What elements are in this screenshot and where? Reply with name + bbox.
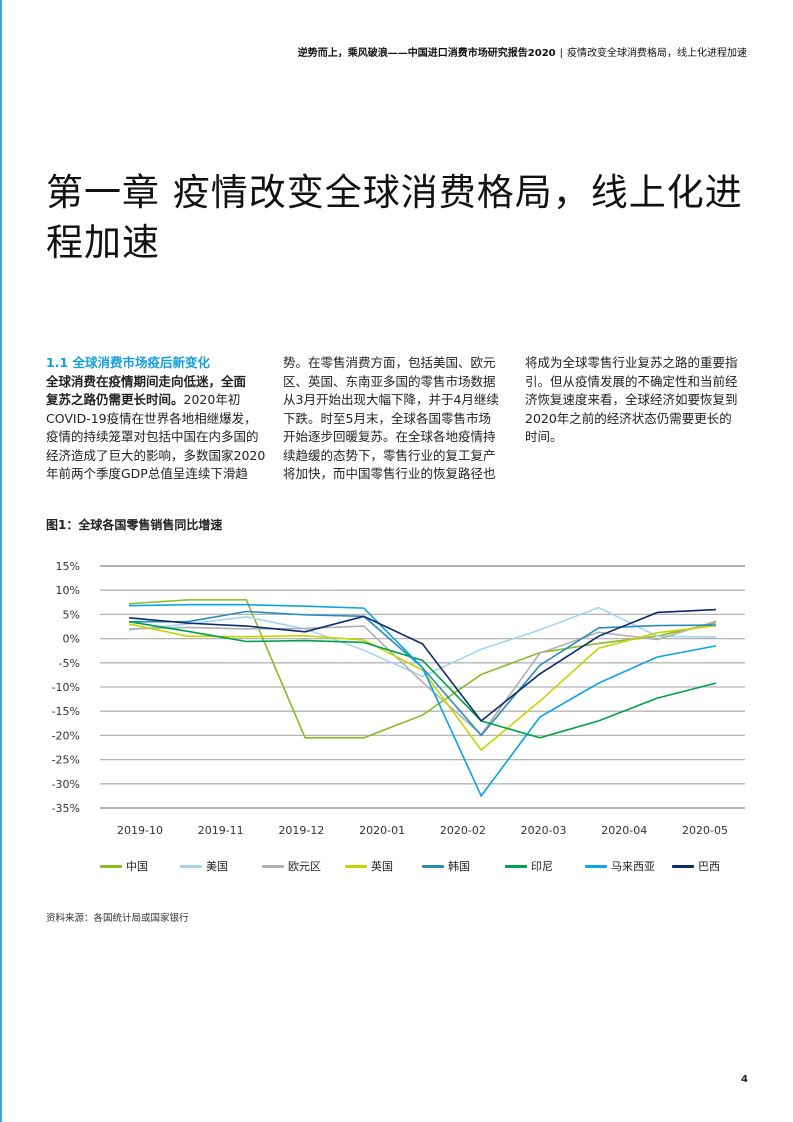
bold-lead-line-1: 全球消费在疫情期间走向低迷，全面 [46, 373, 247, 389]
x-tick-label: 2020-02 [440, 824, 486, 837]
y-tick-label: 0% [63, 633, 80, 646]
body-line: 续趋缓的态势下，零售行业的复工复产 [283, 447, 496, 463]
series-line-印尼 [128, 620, 717, 739]
y-tick-label: 15% [56, 560, 80, 573]
legend-label: 美国 [206, 860, 228, 873]
y-tick-label: 10% [56, 584, 80, 597]
legend-item: 韩国 [422, 858, 470, 874]
legend-label: 韩国 [448, 860, 470, 873]
body-line: 下跌。时至5月末，全球各国零售市场 [283, 410, 491, 426]
y-tick-label: -5% [59, 657, 80, 670]
y-tick-label: -15% [52, 705, 80, 718]
x-tick-label: 2020-01 [359, 824, 405, 837]
body-line: 从3月开始出现大幅下降，并于4月继续 [283, 392, 499, 407]
chart-legend: 中国 美国 欧元区 英国 韩国 印尼 马来西亚 巴西 [0, 858, 793, 878]
mixed-line: 复苏之路仍需更长时间。2020年初 [46, 391, 266, 410]
text-column-3: 将成为全球零售行业复苏之路的重要指 引。但从疫情发展的不确定性和当前经 济恢复速… [525, 354, 747, 447]
body-line: 将加快，而中国零售行业的恢复路径也 [283, 466, 496, 481]
legend-swatch [345, 864, 367, 868]
legend-item: 马来西亚 [585, 858, 655, 874]
legend-label: 中国 [126, 860, 148, 873]
body-line: 2020年之前的经济状态仍需要更长的 [525, 410, 732, 426]
legend-label: 英国 [371, 860, 393, 873]
bold-lead-line-2: 复苏之路仍需更长时间。 [46, 392, 184, 407]
body-line: 济恢复速度来看，全球经济如要恢复到 [525, 392, 738, 407]
report-title: 逆势而上，乘风破浪——中国进口消费市场研究报告2020 [297, 48, 556, 59]
x-tick-label: 2019-10 [117, 824, 163, 837]
body-line: 年前两个季度GDP总值呈连续下滑趋 [46, 466, 248, 481]
retail-sales-line-chart: 15% 10% 5% 0% -5% -10% -15% -20% -25% -30% -35% 201… [52, 560, 745, 837]
series-line-美国 [128, 606, 717, 678]
y-tick-label: 5% [63, 608, 80, 621]
line-rest: 2020年初 [183, 392, 241, 407]
figure-title: 图1：全球各国零售销售同比增速 [46, 518, 223, 532]
section-heading: 1.1 全球消费市场疫后新变化 [46, 355, 210, 370]
legend-swatch [672, 864, 694, 868]
x-tick-label: 2019-11 [198, 824, 244, 837]
text-column-2: 势。在零售消费方面，包括美国、欧元 区、英国、东南亚多国的零售市场数据 从3月开… [283, 354, 505, 484]
legend-item: 欧元区 [262, 858, 321, 874]
text-column-1: 1.1 全球消费市场疫后新变化 全球消费在疫情期间走向低迷，全面 复苏之路仍需更… [46, 354, 266, 484]
left-accent-bar [0, 0, 2, 1122]
series-line-欧元区 [128, 620, 717, 736]
legend-label: 印尼 [531, 860, 553, 873]
legend-swatch [100, 864, 122, 868]
body-line: 将成为全球零售行业复苏之路的重要指 [525, 355, 738, 370]
y-tick-label: -10% [52, 681, 80, 694]
running-header: 逆势而上，乘风破浪——中国进口消费市场研究报告2020 | 疫情改变全球消费格局，线… [298, 44, 747, 59]
page-number: 4 [741, 1074, 748, 1085]
y-tick-label: -35% [52, 802, 80, 815]
legend-item: 巴西 [672, 858, 720, 874]
series-line-英国 [128, 623, 717, 752]
body-line: 经济造成了巨大的影响，多数国家2020 [46, 447, 266, 463]
legend-item: 英国 [345, 858, 393, 874]
legend-label: 巴西 [698, 860, 720, 873]
series-line-巴西 [128, 608, 717, 723]
series-line-马来西亚 [128, 603, 717, 798]
legend-swatch [505, 864, 527, 868]
legend-item: 中国 [100, 858, 148, 874]
body-line: 区、英国、东南亚多国的零售市场数据 [283, 373, 496, 389]
legend-label: 欧元区 [288, 860, 321, 873]
legend-swatch [585, 864, 607, 868]
y-tick-label: -30% [52, 778, 80, 791]
legend-label: 马来西亚 [611, 860, 655, 873]
body-line: 时间。 [525, 429, 563, 444]
y-tick-label: -20% [52, 729, 80, 742]
chapter-title: 第一章 疫情改变全球消费格局，线上化进程加速 [46, 171, 743, 264]
legend-item: 美国 [180, 858, 228, 874]
x-tick-label: 2020-04 [601, 824, 647, 837]
body-line: 开始逐步回暖复苏。在全球各地疫情持 [283, 429, 496, 444]
x-tick-label: 2020-05 [682, 824, 728, 837]
legend-swatch [262, 864, 284, 868]
body-line: COVID-19疫情在世界各地相继爆发， [46, 410, 257, 426]
legend-swatch [180, 864, 202, 868]
legend-item: 印尼 [505, 858, 553, 874]
body-line: 疫情的持续笼罩对包括中国在内多国的 [46, 429, 259, 444]
x-tick-label: 2019-12 [278, 824, 324, 837]
body-line: 势。在零售消费方面，包括美国、欧元 [283, 355, 496, 370]
header-separator: | [559, 48, 563, 59]
y-tick-label: -25% [52, 754, 80, 767]
x-tick-label: 2020-03 [521, 824, 567, 837]
series-line-中国 [128, 599, 717, 739]
legend-swatch [422, 864, 444, 868]
header-section-title: 疫情改变全球消费格局，线上化进程加速 [567, 48, 747, 59]
source-note: 资料来源：各国统计局或国家银行 [46, 913, 189, 924]
body-line: 引。但从疫情发展的不确定性和当前经 [525, 373, 738, 389]
series-line-韩国 [129, 610, 717, 737]
